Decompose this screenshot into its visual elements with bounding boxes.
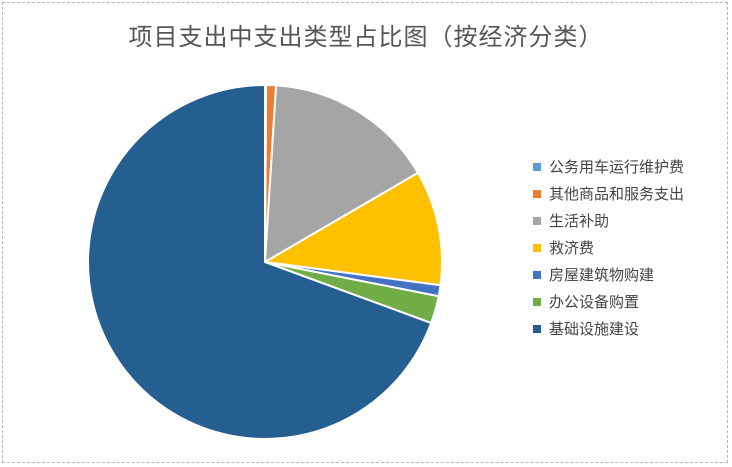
legend-swatch-4 — [533, 243, 541, 252]
legend-label-7: 基础设施建设 — [549, 320, 640, 338]
legend-swatch-1 — [533, 162, 541, 171]
legend-swatch-2 — [533, 189, 541, 198]
legend-label-6: 办公设备购置 — [549, 293, 640, 311]
chart-frame: 项目支出中支出类型占比图（按经济分类） 公务用车运行维护费 其他商品和服务支出 生活… — [2, 2, 728, 463]
pie-slice-7 — [87, 83, 433, 440]
pie-slice-4 — [261, 171, 443, 287]
chart-title: 项目支出中支出类型占比图（按经济分类） — [128, 23, 604, 51]
pie-chart — [87, 83, 443, 440]
pie-slice-3 — [263, 84, 420, 264]
legend-label-5: 房屋建筑物购建 — [549, 266, 655, 284]
legend-label-4: 救济费 — [549, 239, 595, 257]
legend-swatch-7 — [533, 324, 541, 333]
legend-item-5: 房屋建筑物购建 — [533, 261, 684, 288]
legend-label-1: 公务用车运行维护费 — [549, 158, 685, 176]
legend: 公务用车运行维护费 其他商品和服务支出 生活补助救济费房屋建筑物购建 办公设备购置 基础… — [533, 153, 684, 342]
legend-swatch-5 — [533, 270, 541, 279]
legend-item-3: 生活补助 — [533, 207, 684, 234]
legend-swatch-3 — [533, 216, 541, 225]
legend-item-6: 办公设备购置 — [533, 288, 684, 315]
legend-label-3: 生活补助 — [549, 212, 610, 230]
legend-swatch-6 — [533, 297, 541, 306]
legend-item-1: 公务用车运行维护费 — [533, 153, 684, 180]
legend-item-7: 基础设施建设 — [533, 315, 684, 342]
legend-label-2: 其他商品和服务支出 — [549, 185, 685, 203]
legend-item-2: 其他商品和服务支出 — [533, 180, 684, 207]
legend-item-4: 救济费 — [533, 234, 684, 261]
